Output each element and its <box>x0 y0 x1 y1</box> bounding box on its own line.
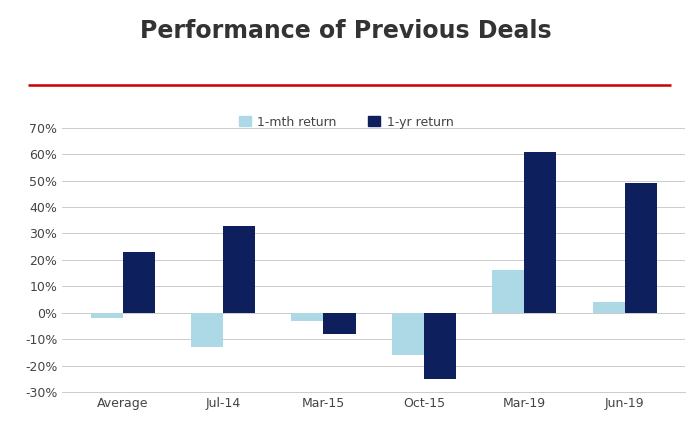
Legend: 1-mth return, 1-yr return: 1-mth return, 1-yr return <box>234 111 458 134</box>
Bar <box>424 313 456 379</box>
Bar <box>291 313 323 321</box>
Bar <box>592 302 625 313</box>
Bar <box>323 313 356 334</box>
Bar <box>223 225 255 313</box>
Bar <box>392 313 424 355</box>
Bar <box>91 313 122 318</box>
Text: Performance of Previous Deals: Performance of Previous Deals <box>140 19 552 43</box>
Bar <box>191 313 223 347</box>
Bar <box>525 152 556 313</box>
Bar <box>122 252 155 313</box>
Bar <box>625 183 657 313</box>
Bar <box>492 271 525 313</box>
